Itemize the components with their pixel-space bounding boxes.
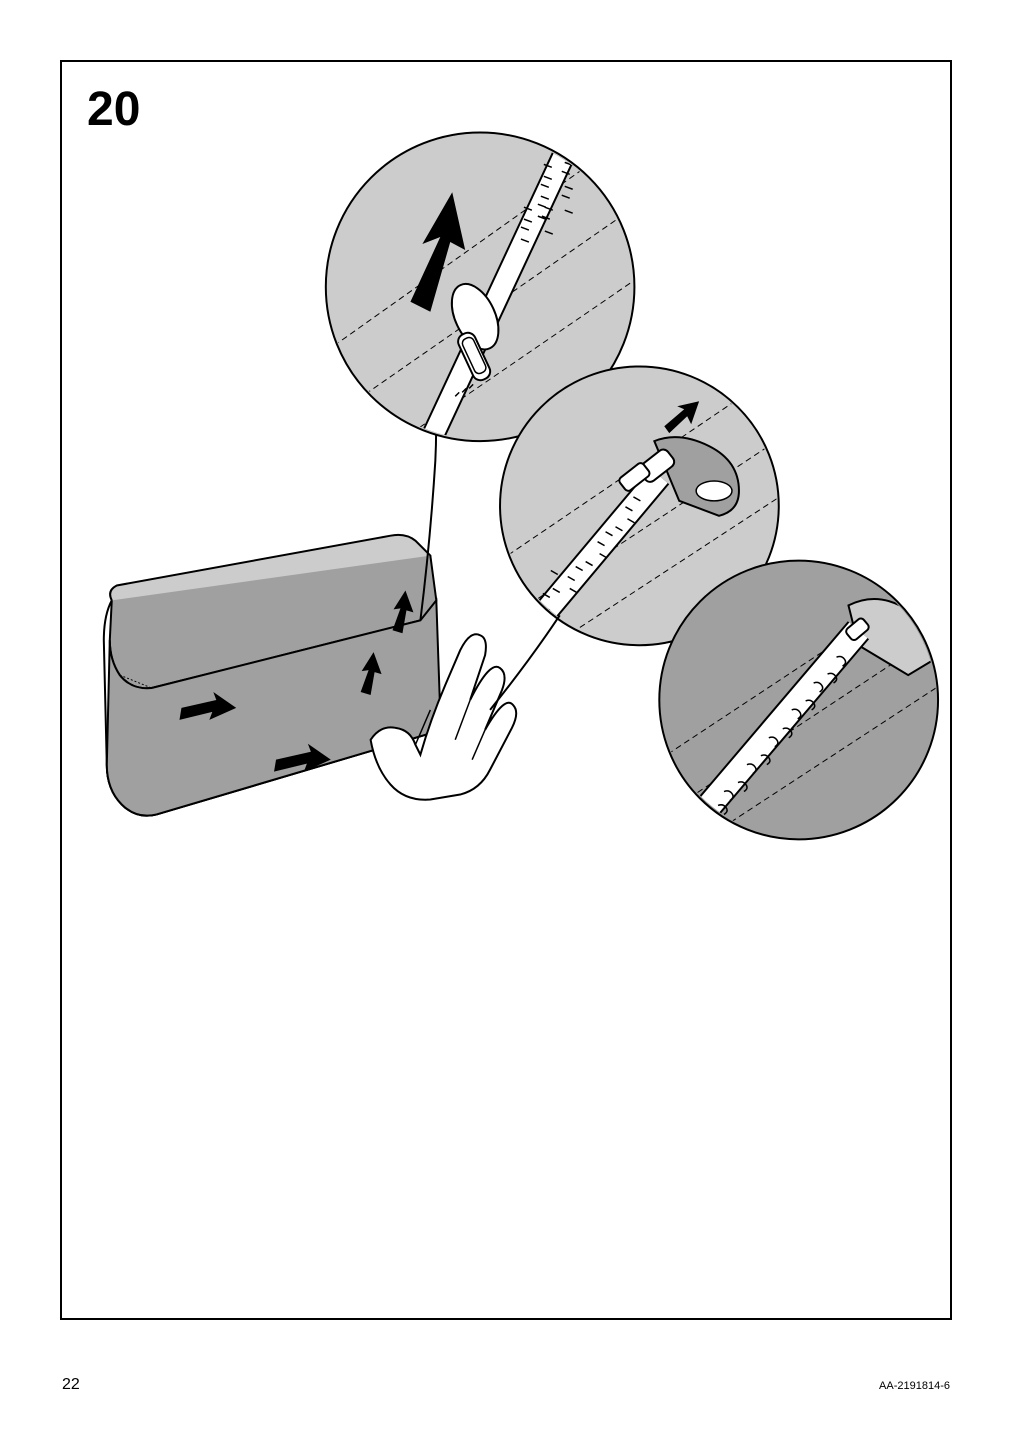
page-number: 22	[62, 1376, 80, 1394]
instruction-illustration	[62, 62, 950, 1318]
document-id: AA-2191814-6	[879, 1380, 950, 1392]
page-frame: 20	[60, 60, 952, 1320]
detail-circle-zipper-closed	[659, 561, 948, 850]
